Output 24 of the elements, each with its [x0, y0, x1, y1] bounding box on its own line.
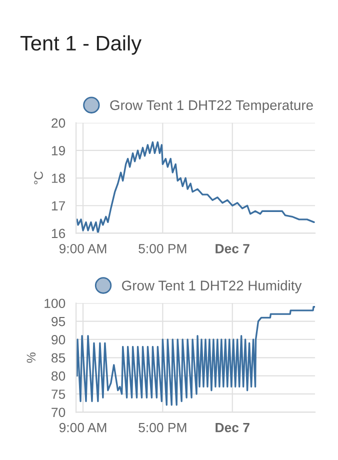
y-tick-label: 70 [52, 408, 66, 418]
legend-label: Grow Tent 1 DHT22 Temperature [110, 100, 313, 113]
y-axis-title: % [26, 352, 36, 363]
x-tick-label: Dec 7 [216, 244, 250, 254]
y-tick-label: 18 [52, 174, 66, 183]
y-tick-label: 100 [44, 298, 66, 308]
x-tick-label: 9:00 AM [59, 244, 106, 254]
y-tick-label: 85 [52, 353, 66, 363]
x-tick-label: 9:00 AM [59, 422, 106, 432]
chart-title: Tent 1 - Daily [20, 35, 142, 55]
y-tick-label: 80 [52, 371, 66, 381]
y-tick-label: 95 [52, 316, 66, 326]
y-tick-label: 20 [52, 118, 66, 128]
y-tick-label: 17 [52, 201, 65, 210]
x-tick-label: Dec 7 [216, 423, 250, 432]
y-tick-label: 75 [52, 390, 66, 399]
x-tick-label: 5:00 PM [138, 422, 186, 432]
x-tick-label: 5:00 PM [138, 244, 186, 254]
y-axis-title: °C [34, 171, 43, 184]
legend-label: Grow Tent 1 DHT22 Humidity [122, 280, 302, 294]
y-tick-label: 19 [52, 146, 66, 156]
line-series [76, 306, 316, 406]
y-tick-label: 16 [52, 228, 66, 238]
y-tick-label: 90 [52, 335, 66, 344]
